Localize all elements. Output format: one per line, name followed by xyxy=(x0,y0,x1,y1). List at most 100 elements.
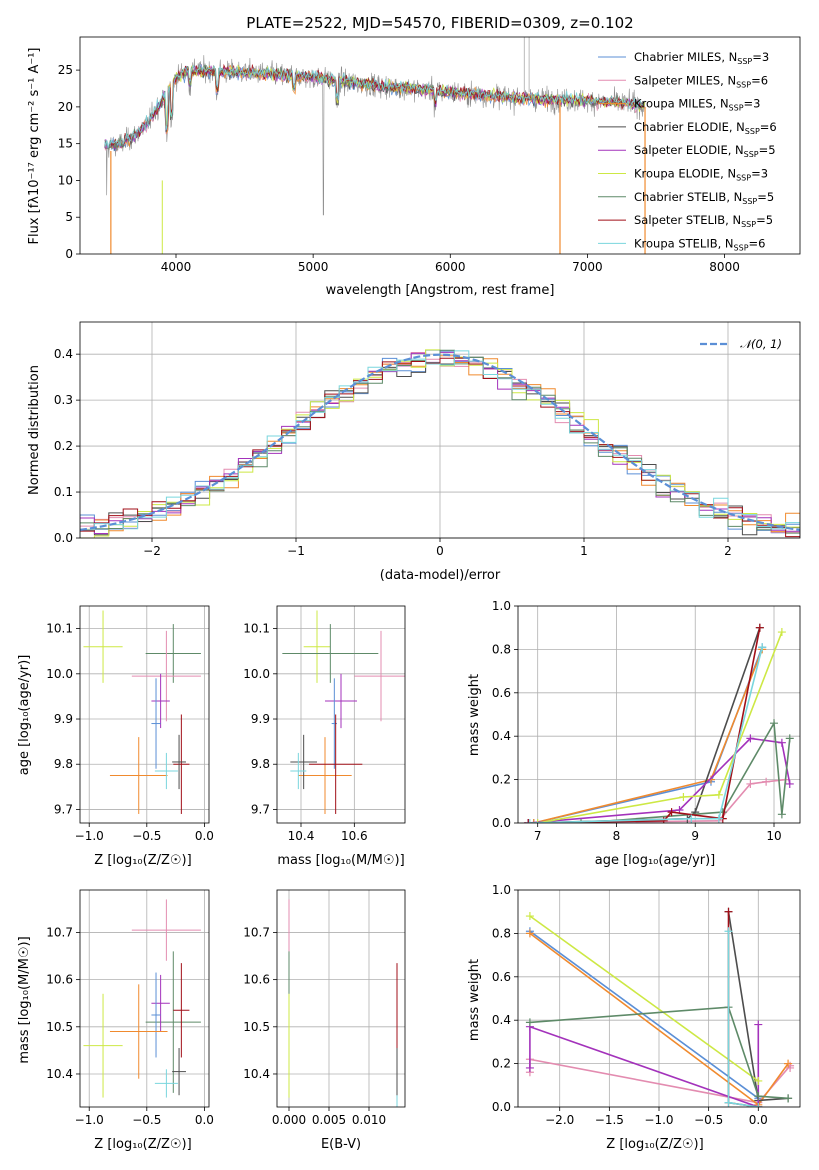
spectrum-lines xyxy=(104,37,646,254)
x-tick-label: −1 xyxy=(287,544,305,558)
y-tick-label: 9.8 xyxy=(251,757,270,771)
wAge-xlabel: age [log₁₀(age/yr)] xyxy=(595,853,716,868)
weight-marker xyxy=(533,819,542,823)
weight-marker xyxy=(714,814,723,823)
age-vs-Z-panel: Z [log₁₀(Z/Z☉)] age [log₁₀(age/yr)] −1.0… xyxy=(17,605,214,868)
weight-marker xyxy=(679,792,688,801)
legend-subscript: SSP xyxy=(736,80,751,89)
y-tick-label: 5 xyxy=(65,210,73,224)
histogram-ylabel: Normed distribution xyxy=(27,365,42,495)
axes-frame xyxy=(79,36,801,255)
weight-series xyxy=(529,1024,760,1107)
y-tick-label: 10 xyxy=(58,173,73,187)
legend-suffix: =6 xyxy=(760,120,777,134)
x-tick-label: 6000 xyxy=(435,260,466,274)
histogram-series xyxy=(80,349,800,538)
legend-subscript: SSP xyxy=(736,174,751,183)
x-tick-label: 10.6 xyxy=(341,829,368,843)
legend-entry: Kroupa MILES, NSSP=3 xyxy=(634,97,760,113)
errorbar-points xyxy=(83,610,201,814)
y-tick-label: 0 xyxy=(65,247,73,261)
y-tick-label: 10.0 xyxy=(243,667,270,681)
x-tick-label: 2 xyxy=(724,544,732,558)
y-tick-label: 0.2 xyxy=(492,773,511,787)
weight-marker xyxy=(529,819,538,823)
massZ-ylabel: mass [log₁₀(M/M☉)] xyxy=(17,936,32,1063)
x-tick-label: −1.0 xyxy=(75,829,104,843)
y-tick-label: 25 xyxy=(58,63,73,77)
ageZ-ylabel: age [log₁₀(age/yr)] xyxy=(17,655,32,776)
x-tick-label: 5000 xyxy=(298,260,329,274)
y-tick-label: 9.9 xyxy=(251,712,270,726)
errorbar-points xyxy=(83,899,201,1098)
y-tick-label: 10.1 xyxy=(46,622,73,636)
histogram-panel: (data-model)/error Normed distribution −… xyxy=(27,321,801,583)
x-tick-label: −0.5 xyxy=(132,829,161,843)
weight-marker xyxy=(746,779,755,788)
y-tick-label: 0.4 xyxy=(54,347,73,361)
legend-entry: 𝒩(0, 1) xyxy=(740,337,782,351)
legend-entry: Kroupa ELODIE, NSSP=3 xyxy=(634,167,768,183)
y-tick-label: 0.8 xyxy=(492,926,511,940)
x-tick-label: 7000 xyxy=(572,260,603,274)
histogram-xlabel: (data-model)/error xyxy=(380,568,501,583)
legend-entry: Chabrier MILES, NSSP=3 xyxy=(634,50,769,66)
weight-series xyxy=(580,720,791,823)
x-tick-label: 0.0 xyxy=(195,829,214,843)
errorbar-points xyxy=(288,899,398,1107)
weight-marker xyxy=(687,814,696,823)
axes-frame xyxy=(79,889,210,1108)
y-tick-label: 0.2 xyxy=(54,439,73,453)
weight-marker xyxy=(724,927,733,936)
axes-frame xyxy=(276,889,406,1108)
weight-marker xyxy=(525,1063,534,1072)
legend-suffix: =5 xyxy=(756,213,773,227)
legend-entry: Salpeter MILES, NSSP=6 xyxy=(634,73,768,89)
weight-series xyxy=(529,915,759,1082)
legend-suffix: =3 xyxy=(751,167,768,181)
legend-subscript: SSP xyxy=(729,104,744,113)
x-tick-label: 0.000 xyxy=(272,1113,306,1127)
y-tick-label: 10.6 xyxy=(243,973,270,987)
legend-suffix: =5 xyxy=(759,143,776,157)
legend-subscript: SSP xyxy=(737,57,752,66)
x-tick-label: −0.5 xyxy=(694,1113,723,1127)
y-tick-label: 10.7 xyxy=(46,925,73,939)
legend-suffix: =3 xyxy=(752,50,769,64)
mass-vs-EBV-panel: E(B-V) 0.000 0.005 0.010 10.4 10.5 10.6 10.7 xyxy=(243,889,406,1152)
y-tick-label: 10.6 xyxy=(46,973,73,987)
weight-marker xyxy=(724,907,733,916)
weight-series xyxy=(529,1006,789,1100)
x-tick-label: −0.5 xyxy=(132,1113,161,1127)
y-tick-label: 1.0 xyxy=(492,599,511,613)
ageZ-xlabel: Z [log₁₀(Z/Z☉)] xyxy=(94,853,191,868)
massZ-xlabel: Z [log₁₀(Z/Z☉)] xyxy=(94,1137,191,1152)
weight-marker xyxy=(784,1059,793,1068)
y-tick-label: 9.7 xyxy=(251,802,270,816)
weight-series xyxy=(529,647,763,823)
x-tick-label: 8000 xyxy=(709,260,740,274)
weight-marker xyxy=(724,1098,733,1107)
axes-frame xyxy=(517,889,801,1108)
y-tick-label: 9.9 xyxy=(54,712,73,726)
legend-entry: Kroupa STELIB, NSSP=6 xyxy=(634,236,765,252)
weight-marker xyxy=(762,777,771,786)
legend-subscript: SSP xyxy=(741,220,756,229)
legend-entry: Chabrier ELODIE, NSSP=6 xyxy=(634,120,777,136)
age-vs-mass-panel: mass [log₁₀(M/M☉)] 10.4 10.6 9.7 9.8 9.9 10.0… xyxy=(243,605,406,868)
weight-marker xyxy=(524,819,533,823)
x-tick-label: 0 xyxy=(436,544,444,558)
weight-marker xyxy=(577,819,586,823)
weight-marker xyxy=(525,912,534,921)
y-tick-label: 10.5 xyxy=(46,1020,73,1034)
weight-marker xyxy=(746,734,755,743)
x-tick-label: 10.4 xyxy=(288,829,315,843)
x-tick-label: 1 xyxy=(580,544,588,558)
legend-suffix: =6 xyxy=(749,236,766,250)
legend-subscript: SSP xyxy=(734,243,749,252)
weight-marker xyxy=(777,810,786,819)
x-tick-label: −2 xyxy=(143,544,161,558)
x-tick-label: 10 xyxy=(766,829,781,843)
weight-lines xyxy=(524,623,794,823)
